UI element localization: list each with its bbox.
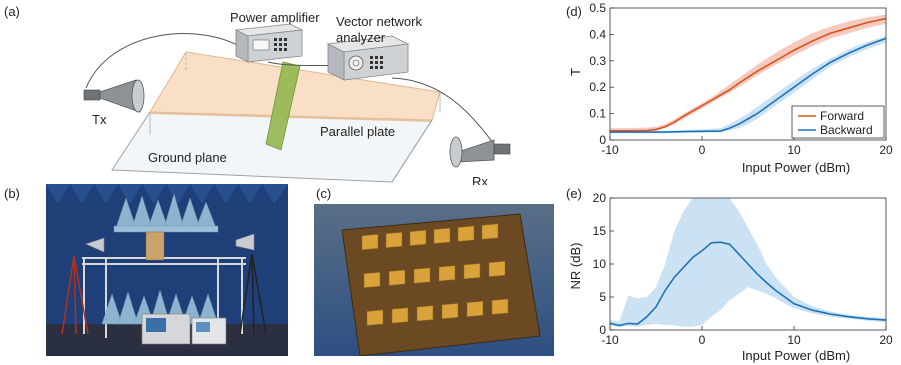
rx-horn-antenna [449, 136, 511, 168]
chart-e-ytick-0: 0 [599, 323, 606, 337]
panel-c-label: (c) [316, 186, 332, 201]
panel-d-label: (d) [566, 4, 582, 19]
tx-horn-antenna [83, 79, 145, 113]
panel-e-label: (e) [566, 186, 582, 201]
chart-e-ytick-3: 15 [593, 224, 607, 238]
chart-d-xtick-1: 0 [699, 143, 706, 157]
chart-d-xtick-3: 20 [879, 143, 893, 157]
cable-tx [85, 33, 247, 89]
chart-d-xtick-2: 10 [787, 143, 801, 157]
chart-e-ylabel: NR (dB) [568, 243, 583, 290]
patch-array [361, 223, 509, 326]
chart-d-ytick-1: 0.1 [589, 107, 606, 121]
chart-e-ytick-1: 5 [599, 290, 606, 304]
chart-d-xtick-0: -10 [601, 143, 619, 157]
chart-d-ytick-3: 0.3 [589, 54, 606, 68]
chart-d-band-2 [610, 35, 886, 134]
anechoic-chamber-photo [46, 184, 288, 356]
top-absorber [113, 193, 219, 233]
chart-d-ytick-5: 0.5 [589, 1, 606, 15]
chart-e-ytick-2: 10 [593, 257, 607, 271]
label-power-amplifier: Power amplifier [230, 10, 320, 25]
chart-d-ytick-4: 0.4 [589, 27, 606, 41]
label-tx: Tx [92, 112, 107, 127]
label-parallel-plate: Parallel plate [320, 124, 395, 139]
chart-nonreciprocity: NR (dB) Input Power (dBm) -10 0 10 20051015… [568, 191, 893, 363]
label-rx: Rx [472, 174, 488, 185]
chart-d-ytick-2: 0.2 [589, 80, 606, 94]
chart-e-ytick-4: 20 [593, 191, 607, 205]
panel-b-label: (b) [4, 186, 20, 201]
label-vna-line1: Vector network [336, 14, 422, 29]
chart-d-ylabel: T [568, 68, 583, 76]
chart-d-ytick-0: 0 [599, 133, 606, 147]
chart-d-line-2 [610, 37, 887, 133]
panel-a-label: (a) [4, 4, 20, 19]
cable-rx [391, 77, 499, 151]
chart-d-band-1 [610, 14, 886, 133]
parallel-plate-side [150, 112, 432, 122]
chart-e-xlabel: Input Power (dBm) [742, 348, 850, 363]
chart-d-axes-frame [609, 7, 887, 141]
chart-d-xlabel: Input Power (dBm) [742, 160, 850, 175]
chart-e-xtick-3: 20 [879, 333, 893, 347]
chart-d-legend-label-1: Forward [820, 109, 864, 123]
chart-e-line-1 [609, 241, 887, 327]
chart-e-band-1 [610, 198, 886, 328]
metasurface-sample-photo [314, 204, 554, 356]
panel-a-schematic: Power amplifier Vector network analyzer … [83, 10, 511, 185]
chart-e-xtick-1: 0 [699, 333, 706, 347]
chart-e-xtick-0: -10 [601, 333, 619, 347]
pcb-board [341, 213, 541, 356]
chart-d-line-1 [610, 17, 887, 132]
chart-e-xtick-2: 10 [787, 333, 801, 347]
power-amplifier-device [234, 23, 304, 63]
label-vna-line2: analyzer [336, 30, 386, 45]
label-ground-plane: Ground plane [148, 150, 227, 165]
chart-d-legend-box [791, 105, 885, 139]
chart-transmission: T Input Power (dBm) -10 0 10 2000.10.20.30.… [568, 1, 893, 175]
chart-d-legend-label-2: Backward [820, 123, 873, 137]
vector-network-analyzer-device [326, 35, 410, 81]
